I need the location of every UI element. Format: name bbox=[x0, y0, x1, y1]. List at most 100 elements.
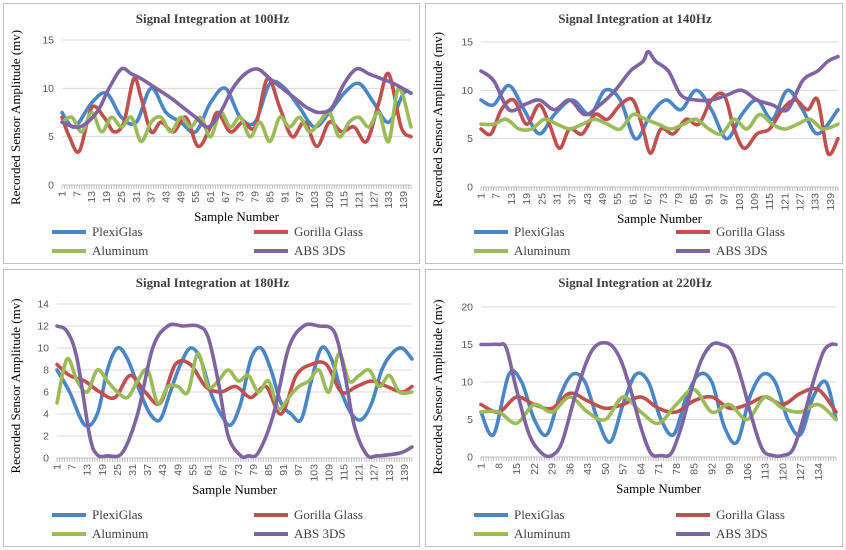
x-tick-label: 61 bbox=[627, 193, 639, 205]
chart-220hz: Signal Integration at 220Hz 0 5 10 15 20 1 8 15 2… bbox=[430, 275, 838, 541]
x-tick-label: 103 bbox=[308, 464, 320, 482]
x-tick-label: 113 bbox=[760, 463, 772, 480]
chart-title: Signal Integration at 100Hz bbox=[136, 11, 290, 26]
x-tick-label: 61 bbox=[203, 464, 215, 476]
y-tick-label: 12 bbox=[37, 321, 49, 333]
x-tick-label: 134 bbox=[813, 463, 825, 481]
y-tick-label: 5 bbox=[467, 414, 473, 426]
y-axis-label: Recorded Sensor Amplitude (mv) bbox=[8, 298, 23, 473]
legend-label-plexiglas: PlexiGlas bbox=[514, 224, 565, 239]
y-tick-label: 4 bbox=[43, 409, 49, 421]
y-tick-label: 15 bbox=[461, 339, 473, 351]
legend-label-aluminum: Aluminum bbox=[92, 243, 148, 258]
legend-label-aluminum: Aluminum bbox=[514, 243, 570, 258]
legend-label-gorilla-glass: Gorilla Glass bbox=[716, 224, 785, 239]
chart-panel-140hz: Signal Integration at 140Hz 0 5 10 15 1 7 13 19 2… bbox=[425, 3, 843, 264]
x-tick-label: 13 bbox=[506, 193, 518, 205]
y-tick-label: 2 bbox=[43, 431, 49, 443]
x-tick-label: 37 bbox=[567, 193, 579, 205]
x-tick-label: 7 bbox=[67, 464, 79, 470]
x-tick-label: 25 bbox=[116, 191, 128, 203]
x-tick-label: 139 bbox=[398, 191, 410, 209]
y-tick-label: 15 bbox=[461, 37, 473, 49]
x-tick-label: 7 bbox=[71, 191, 83, 197]
legend-label-plexiglas: PlexiGlas bbox=[92, 224, 143, 239]
y-tick-label: 0 bbox=[467, 452, 473, 464]
x-tick-label: 127 bbox=[368, 191, 380, 209]
x-tick-label: 1 bbox=[476, 193, 488, 199]
x-tick-label: 64 bbox=[635, 463, 647, 475]
x-tick-label: 31 bbox=[127, 464, 139, 476]
chart-panel-220hz: Signal Integration at 220Hz 0 5 10 15 20 1 8 15 2… bbox=[425, 269, 843, 547]
series-line-plexiglas bbox=[55, 345, 414, 428]
x-tick-label: 15 bbox=[511, 463, 523, 475]
series-line-aluminum bbox=[60, 86, 413, 144]
x-axis-label: Sample Number bbox=[194, 209, 280, 224]
series-line-plexiglas bbox=[60, 79, 413, 135]
x-tick-label: 55 bbox=[612, 193, 624, 205]
x-tick-label: 73 bbox=[235, 191, 247, 203]
x-tick-label: 97 bbox=[293, 464, 305, 476]
x-tick-label: 97 bbox=[719, 193, 731, 205]
legend-label-gorilla-glass: Gorilla Glass bbox=[294, 224, 363, 239]
y-tick-label: 6 bbox=[43, 387, 49, 399]
y-tick-label: 10 bbox=[461, 85, 473, 97]
x-tick-label: 7 bbox=[491, 193, 503, 199]
legend-label-plexiglas: PlexiGlas bbox=[514, 507, 565, 522]
x-tick-label: 61 bbox=[205, 191, 217, 203]
chart-panel-100hz: Signal Integration at 100Hz 0 5 10 15 1 7 13 19 2… bbox=[3, 3, 420, 264]
x-tick-label: 85 bbox=[264, 191, 276, 203]
x-tick-label: 127 bbox=[795, 463, 807, 481]
series-line-gorilla-glass bbox=[60, 71, 413, 154]
x-tick-label: 67 bbox=[220, 191, 232, 203]
x-tick-label: 133 bbox=[810, 193, 822, 211]
x-tick-label: 133 bbox=[383, 191, 395, 209]
x-tick-label: 25 bbox=[536, 193, 548, 205]
legend-label-plexiglas: PlexiGlas bbox=[92, 507, 143, 522]
x-tick-label: 49 bbox=[597, 193, 609, 205]
legend-label-abs-3ds: ABS 3DS bbox=[294, 243, 346, 258]
x-tick-label: 103 bbox=[734, 193, 746, 211]
chart-title: Signal Integration at 180Hz bbox=[136, 275, 290, 290]
x-tick-label: 139 bbox=[825, 193, 837, 211]
x-tick-label: 120 bbox=[777, 463, 789, 481]
series-line-abs-3ds bbox=[479, 340, 838, 459]
y-tick-label: 8 bbox=[43, 365, 49, 377]
x-tick-label: 57 bbox=[618, 463, 630, 475]
x-tick-label: 43 bbox=[160, 191, 172, 203]
x-tick-label: 71 bbox=[653, 463, 665, 475]
y-axis-label: Recorded Sensor Amplitude (mv) bbox=[430, 32, 445, 207]
x-tick-label: 139 bbox=[399, 464, 411, 482]
x-tick-label: 67 bbox=[643, 193, 655, 205]
x-tick-label: 37 bbox=[142, 464, 154, 476]
chart-140hz: Signal Integration at 140Hz 0 5 10 15 1 7 13 19 2… bbox=[430, 11, 840, 258]
x-tick-label: 109 bbox=[323, 464, 335, 482]
y-tick-label: 5 bbox=[467, 133, 473, 145]
series-line-abs-3ds bbox=[479, 49, 840, 117]
legend-label-aluminum: Aluminum bbox=[92, 526, 148, 541]
series-line-aluminum bbox=[479, 387, 838, 426]
x-tick-label: 43 bbox=[157, 464, 169, 476]
legend-label-gorilla-glass: Gorilla Glass bbox=[294, 507, 363, 522]
x-axis-label: Sample Number bbox=[192, 482, 278, 497]
x-tick-label: 1 bbox=[52, 464, 64, 470]
legend-label-abs-3ds: ABS 3DS bbox=[716, 243, 768, 258]
x-tick-label: 43 bbox=[582, 193, 594, 205]
x-tick-label: 55 bbox=[187, 464, 199, 476]
x-tick-label: 31 bbox=[551, 193, 563, 205]
x-tick-label: 106 bbox=[742, 463, 754, 481]
x-tick-label: 1 bbox=[57, 191, 69, 197]
x-tick-label: 85 bbox=[689, 463, 701, 475]
x-tick-label: 36 bbox=[564, 463, 576, 475]
x-tick-label: 79 bbox=[673, 193, 685, 205]
x-tick-label: 1 bbox=[476, 463, 488, 469]
x-tick-label: 13 bbox=[86, 191, 98, 203]
x-tick-label: 127 bbox=[795, 193, 807, 211]
x-tick-label: 22 bbox=[529, 463, 541, 475]
series-line-gorilla-glass bbox=[55, 358, 414, 416]
x-tick-label: 85 bbox=[688, 193, 700, 205]
x-tick-label: 50 bbox=[600, 463, 612, 475]
y-tick-label: 10 bbox=[37, 343, 49, 355]
x-tick-label: 92 bbox=[706, 463, 718, 475]
